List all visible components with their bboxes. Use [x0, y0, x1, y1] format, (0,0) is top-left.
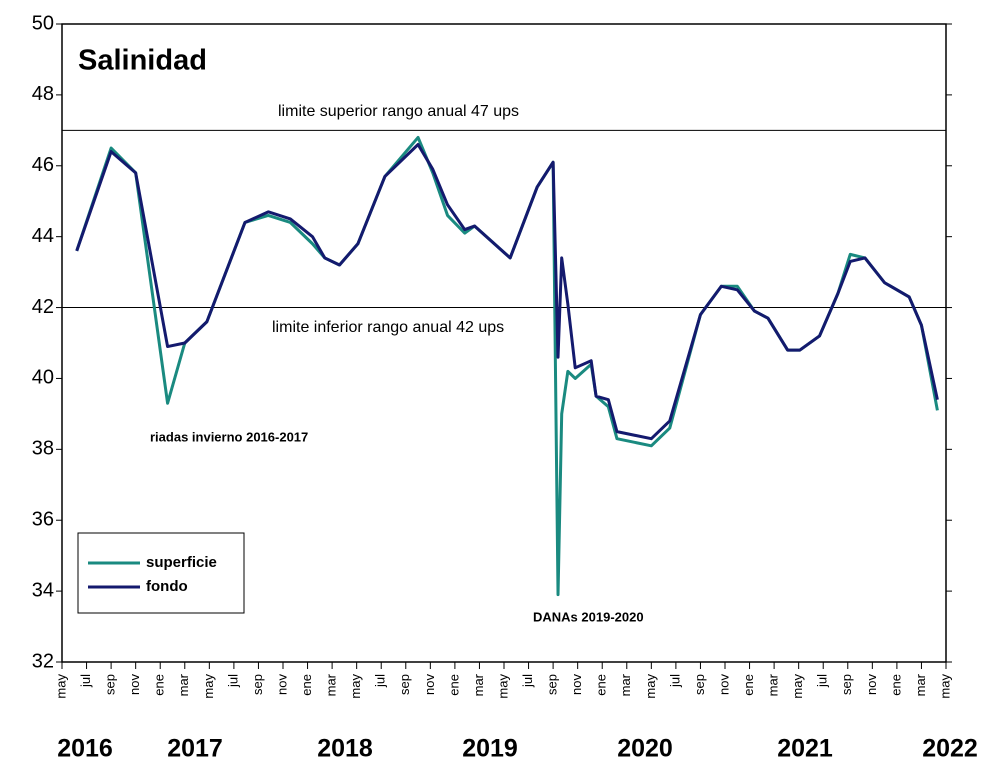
x-tick-label: ene — [594, 674, 609, 696]
x-tick-label: ene — [741, 674, 756, 696]
y-tick-label: 36 — [32, 509, 54, 531]
series-line — [75, 143, 939, 441]
x-tick-label: may — [53, 674, 68, 699]
year-label: 2016 — [57, 735, 113, 762]
x-tick-label: ene — [446, 674, 461, 696]
x-tick-label: ene — [299, 674, 314, 696]
annotation: DANAs 2019-2020 — [533, 609, 644, 624]
y-tick-label: 40 — [32, 367, 54, 389]
y-tick-label: 50 — [32, 12, 54, 34]
legend-label: fondo — [146, 578, 188, 595]
x-tick-label: may — [495, 674, 510, 699]
x-tick-label: mar — [913, 673, 928, 696]
y-tick-label: 48 — [32, 83, 54, 105]
x-tick-label: nov — [127, 674, 142, 695]
year-label: 2020 — [617, 735, 673, 762]
annotation: riadas invierno 2016-2017 — [150, 429, 308, 444]
year-label: 2019 — [462, 735, 518, 762]
y-tick-label: 42 — [32, 296, 54, 318]
x-tick-label: may — [348, 674, 363, 699]
x-tick-label: mar — [471, 673, 486, 696]
y-tick-label: 32 — [32, 650, 54, 672]
legend — [77, 532, 245, 614]
x-tick-label: jul — [373, 674, 388, 688]
series-line — [75, 135, 939, 597]
x-tick-label: mar — [618, 673, 633, 696]
x-tick-label: sep — [397, 674, 412, 695]
legend-label: superficie — [146, 554, 217, 571]
x-tick-label: ene — [152, 674, 167, 696]
x-tick-label: ene — [888, 674, 903, 696]
x-tick-label: jul — [815, 674, 830, 688]
year-label: 2021 — [777, 735, 833, 762]
x-tick-label: nov — [864, 674, 879, 695]
x-tick-label: sep — [692, 674, 707, 695]
x-tick-label: sep — [250, 674, 265, 695]
x-tick-label: may — [201, 674, 216, 699]
year-label: 2022 — [922, 735, 978, 762]
x-tick-label: mar — [766, 673, 781, 696]
x-tick-label: sep — [839, 674, 854, 695]
reference-label: limite inferior rango anual 42 ups — [272, 319, 504, 336]
y-tick-label: 44 — [32, 225, 54, 247]
reference-label: limite superior rango anual 47 ups — [278, 103, 519, 120]
y-tick-label: 38 — [32, 438, 54, 460]
chart-title: Salinidad — [78, 45, 207, 77]
year-label: 2018 — [317, 735, 373, 762]
y-tick-label: 46 — [32, 154, 54, 176]
x-tick-label: may — [643, 674, 658, 699]
x-tick-label: sep — [545, 674, 560, 695]
y-tick-label: 34 — [32, 579, 54, 601]
x-tick-label: may — [937, 674, 952, 699]
x-tick-label: jul — [667, 674, 682, 688]
year-label: 2017 — [167, 735, 223, 762]
x-tick-label: nov — [274, 674, 289, 695]
x-tick-label: mar — [176, 673, 191, 696]
x-tick-label: jul — [225, 674, 240, 688]
x-tick-label: nov — [569, 674, 584, 695]
x-tick-label: mar — [324, 673, 339, 696]
x-tick-label: nov — [422, 674, 437, 695]
x-tick-label: nov — [716, 674, 731, 695]
x-tick-label: sep — [103, 674, 118, 695]
x-tick-label: may — [790, 674, 805, 699]
x-tick-label: jul — [78, 674, 93, 688]
x-tick-label: jul — [520, 674, 535, 688]
